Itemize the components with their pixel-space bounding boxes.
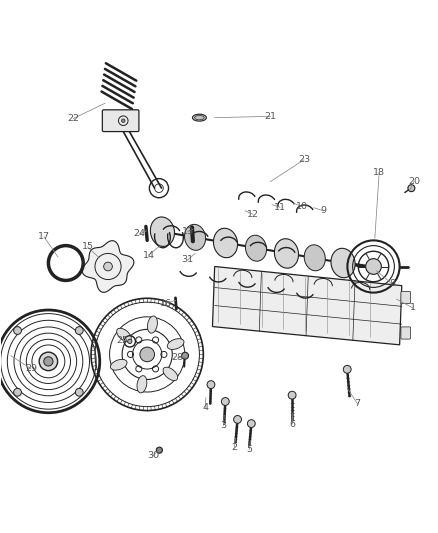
Polygon shape — [212, 266, 402, 345]
Circle shape — [343, 366, 351, 373]
Text: 29: 29 — [25, 364, 37, 373]
Text: 23: 23 — [298, 156, 310, 164]
Ellipse shape — [304, 245, 325, 271]
Text: 18: 18 — [373, 168, 385, 177]
Text: 30: 30 — [147, 451, 159, 461]
Text: 9: 9 — [321, 206, 326, 215]
Ellipse shape — [184, 224, 205, 251]
Circle shape — [366, 259, 381, 274]
Text: 13: 13 — [182, 227, 194, 236]
Ellipse shape — [150, 217, 174, 246]
Text: 4: 4 — [202, 403, 208, 413]
Text: 25: 25 — [117, 336, 128, 345]
Text: 31: 31 — [182, 255, 194, 264]
Text: 28: 28 — [172, 352, 184, 361]
Ellipse shape — [117, 328, 131, 342]
Circle shape — [182, 352, 188, 359]
Circle shape — [140, 347, 155, 362]
Text: 5: 5 — [247, 445, 252, 454]
FancyBboxPatch shape — [401, 327, 410, 339]
Text: 2: 2 — [231, 442, 237, 451]
Circle shape — [221, 398, 229, 406]
Circle shape — [75, 327, 83, 334]
Text: 14: 14 — [142, 251, 155, 260]
Text: 7: 7 — [354, 399, 360, 408]
Text: 17: 17 — [38, 232, 50, 241]
Text: 20: 20 — [408, 177, 420, 186]
Text: 10: 10 — [296, 202, 307, 211]
Circle shape — [156, 447, 162, 453]
Text: 12: 12 — [247, 210, 259, 219]
Ellipse shape — [331, 248, 355, 278]
FancyBboxPatch shape — [102, 110, 139, 132]
Ellipse shape — [192, 114, 206, 121]
Ellipse shape — [163, 367, 178, 381]
Ellipse shape — [213, 228, 237, 258]
Circle shape — [44, 357, 53, 366]
Ellipse shape — [110, 359, 127, 370]
Circle shape — [14, 389, 21, 396]
Circle shape — [121, 119, 125, 123]
Text: 6: 6 — [289, 419, 295, 429]
Text: 8: 8 — [389, 279, 395, 288]
Text: 22: 22 — [67, 114, 79, 123]
FancyBboxPatch shape — [401, 292, 410, 304]
Text: 3: 3 — [220, 421, 226, 430]
Ellipse shape — [194, 116, 204, 120]
Circle shape — [247, 419, 255, 427]
Ellipse shape — [245, 235, 267, 261]
Text: 11: 11 — [274, 203, 286, 212]
Circle shape — [233, 416, 241, 423]
Ellipse shape — [274, 239, 299, 268]
Circle shape — [207, 381, 215, 389]
Text: 21: 21 — [265, 112, 276, 121]
Circle shape — [104, 262, 113, 271]
Circle shape — [75, 389, 83, 396]
Circle shape — [127, 339, 132, 344]
Circle shape — [288, 391, 296, 399]
Text: 1: 1 — [410, 303, 416, 312]
Circle shape — [14, 327, 21, 334]
Text: 15: 15 — [81, 243, 94, 252]
Circle shape — [408, 184, 415, 192]
Circle shape — [39, 352, 58, 370]
Ellipse shape — [167, 338, 184, 350]
Text: 24: 24 — [134, 229, 146, 238]
Text: 16: 16 — [160, 298, 172, 308]
Ellipse shape — [137, 376, 147, 393]
Ellipse shape — [148, 316, 157, 333]
Polygon shape — [82, 241, 134, 292]
